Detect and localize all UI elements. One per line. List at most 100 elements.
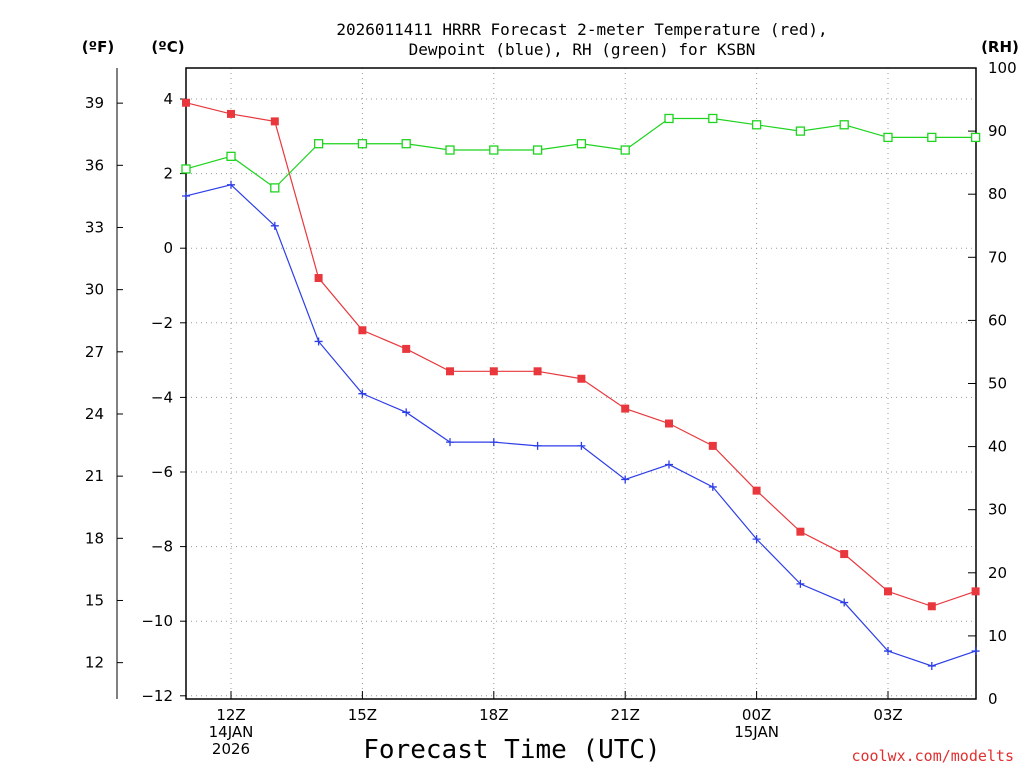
x-tick-label: 15Z bbox=[348, 706, 377, 724]
rh-tick-label: 90 bbox=[988, 122, 1007, 140]
rh-point bbox=[357, 139, 368, 149]
rh-point bbox=[401, 139, 411, 149]
dewpoint-line bbox=[185, 184, 976, 667]
temperature-point bbox=[752, 486, 761, 495]
temperature-point bbox=[884, 587, 892, 596]
x-tick-label: 2026 bbox=[212, 740, 250, 758]
series-layer bbox=[181, 98, 981, 670]
fahrenheit-unit-label: (ºF) bbox=[82, 38, 114, 56]
rh-point bbox=[226, 151, 236, 161]
dewpoint-point bbox=[796, 579, 805, 588]
celsius-tick-label: 0 bbox=[163, 239, 173, 257]
temperature-point bbox=[577, 374, 586, 383]
rh-tick-label: 0 bbox=[988, 690, 998, 708]
temperature-point bbox=[840, 550, 849, 559]
celsius-tick-label: −10 bbox=[141, 612, 173, 630]
rh-point bbox=[839, 120, 849, 130]
x-tick-label: 21Z bbox=[611, 706, 640, 724]
x-axis-label: Forecast Time (UTC) bbox=[363, 735, 660, 765]
temperature-point bbox=[227, 109, 235, 118]
dewpoint-point bbox=[227, 180, 235, 189]
x-tick-label: 03Z bbox=[873, 706, 902, 724]
temperature-point bbox=[927, 602, 936, 611]
rh-point bbox=[708, 113, 718, 124]
dewpoint-point bbox=[182, 191, 190, 200]
temperature-point bbox=[182, 98, 190, 107]
rh-tick-label: 80 bbox=[988, 185, 1007, 203]
fahrenheit-tick-label: 18 bbox=[85, 529, 104, 547]
rh-point bbox=[883, 132, 893, 143]
fahrenheit-tick-label: 27 bbox=[85, 343, 104, 361]
rh-point bbox=[795, 126, 806, 136]
dewpoint-point bbox=[927, 661, 936, 670]
temperature-line bbox=[185, 102, 976, 607]
grid bbox=[186, 68, 976, 699]
x-tick-label: 15JAN bbox=[734, 723, 779, 741]
celsius-tick-label: −12 bbox=[141, 687, 173, 705]
temperature-point bbox=[358, 326, 367, 335]
rh-point bbox=[313, 139, 324, 149]
chart-title: 2026011411 HRRR Forecast 2-meter Tempera… bbox=[336, 20, 827, 59]
dewpoint-point bbox=[665, 460, 673, 469]
dewpoint-point bbox=[358, 389, 367, 398]
temperature-point bbox=[796, 527, 805, 536]
fahrenheit-tick-label: 24 bbox=[85, 405, 104, 423]
dewpoint-point bbox=[489, 438, 498, 447]
celsius-tick-label: −4 bbox=[151, 388, 173, 406]
rh-point bbox=[620, 145, 630, 155]
temperature-point bbox=[708, 441, 717, 450]
dewpoint-point bbox=[446, 438, 454, 447]
rh-tick-label: 60 bbox=[988, 311, 1007, 329]
rh-point bbox=[489, 145, 499, 155]
temperature-point bbox=[402, 344, 411, 353]
rh-point bbox=[970, 132, 981, 143]
rh-point bbox=[532, 145, 543, 155]
dewpoint-point bbox=[840, 598, 849, 607]
rh-point bbox=[445, 145, 455, 155]
dewpoint-point bbox=[708, 482, 717, 491]
dewpoint-point bbox=[402, 408, 411, 417]
x-tick-label: 00Z bbox=[742, 706, 771, 724]
temperature-point bbox=[446, 367, 454, 376]
temperature-point bbox=[314, 274, 323, 283]
chart-title-line-2: Dewpoint (blue), RH (green) for KSBN bbox=[409, 40, 756, 59]
x-tick-label: 12Z bbox=[216, 706, 245, 724]
dewpoint-point bbox=[621, 475, 630, 484]
celsius-tick-label: −2 bbox=[151, 314, 173, 332]
rh-tick-label: 20 bbox=[988, 564, 1007, 582]
x-tick-label: 18Z bbox=[479, 706, 508, 724]
rh-point bbox=[576, 139, 587, 149]
temperature-point bbox=[665, 419, 673, 428]
dewpoint-point bbox=[971, 647, 980, 656]
rh-line bbox=[185, 117, 976, 189]
temperature-point bbox=[489, 367, 498, 376]
temperature-point bbox=[533, 367, 542, 376]
fahrenheit-tick-label: 21 bbox=[85, 467, 104, 485]
fahrenheit-tick-label: 30 bbox=[85, 281, 104, 299]
rh-point bbox=[927, 132, 937, 143]
rh-tick-label: 30 bbox=[988, 501, 1007, 519]
chart-title-line-1: 2026011411 HRRR Forecast 2-meter Tempera… bbox=[336, 20, 827, 39]
rh-point bbox=[664, 113, 674, 124]
dewpoint-point bbox=[884, 647, 892, 656]
celsius-tick-label: −8 bbox=[151, 538, 173, 556]
dewpoint-point bbox=[752, 535, 761, 544]
rh-point bbox=[270, 183, 280, 193]
celsius-tick-label: 4 bbox=[163, 90, 173, 108]
rh-point bbox=[181, 164, 191, 174]
temperature-point bbox=[971, 587, 980, 596]
rh-point bbox=[751, 120, 762, 130]
rh-tick-label: 50 bbox=[988, 375, 1007, 393]
dewpoint-point bbox=[314, 337, 323, 346]
temperature-point bbox=[621, 404, 630, 413]
x-tick-label: 14JAN bbox=[209, 723, 254, 741]
dewpoint-point bbox=[270, 221, 279, 230]
rh-tick-label: 70 bbox=[988, 248, 1007, 266]
credit-label: coolwx.com/modelts bbox=[851, 747, 1014, 765]
fahrenheit-tick-label: 12 bbox=[85, 654, 104, 672]
fahrenheit-tick-label: 33 bbox=[85, 218, 104, 236]
celsius-tick-label: −6 bbox=[151, 463, 173, 481]
dewpoint-point bbox=[533, 441, 542, 450]
rh-tick-label: 10 bbox=[988, 627, 1007, 645]
